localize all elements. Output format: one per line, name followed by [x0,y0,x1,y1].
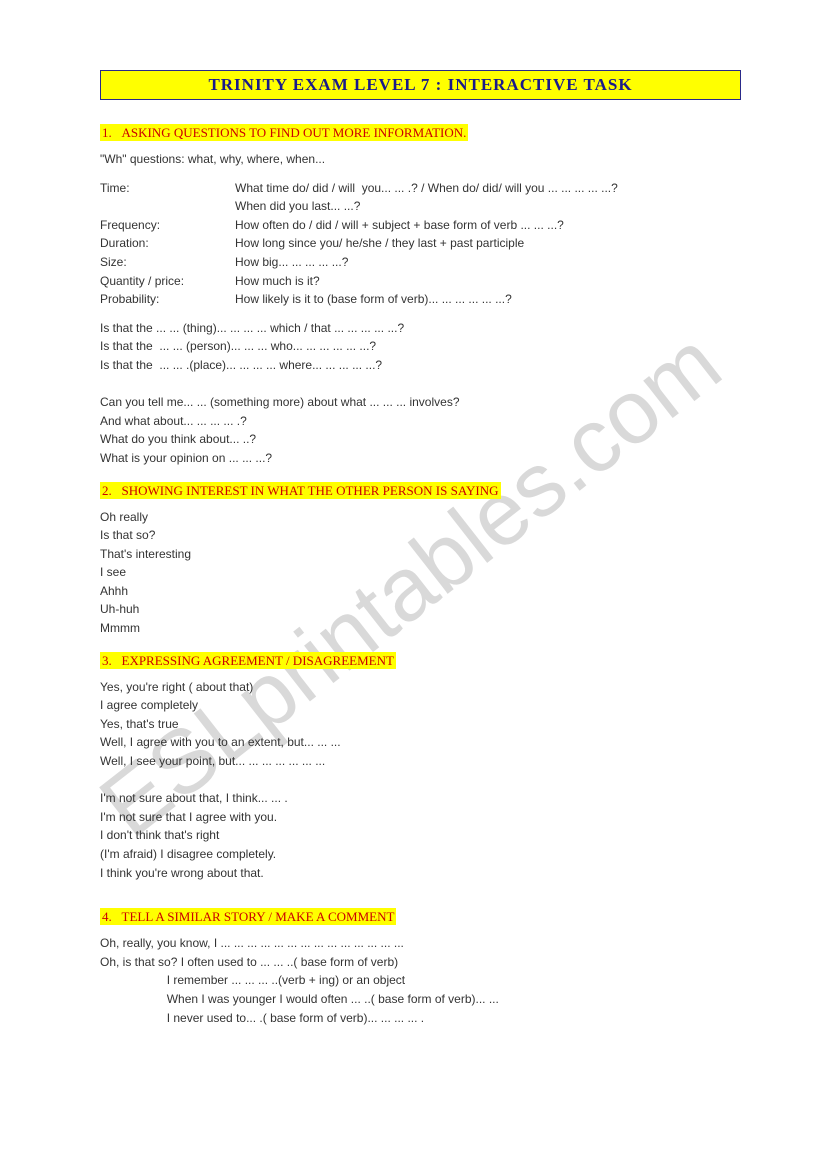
qa-value: How long since you/ he/she / they last +… [235,234,741,253]
section-3-body: Yes, you're right ( about that) I agree … [100,678,741,883]
section-title: TELL A SIMILAR STORY / MAKE A COMMENT [122,909,395,924]
section-3-heading: 3. EXPRESSING AGREEMENT / DISAGREEMENT [100,652,741,670]
qa-row: Quantity / price:How much is it? [100,272,741,291]
qa-row: Size:How big... ... ... ... ...? [100,253,741,272]
section-number: 2. [102,483,112,498]
section-1-intro: "Wh" questions: what, why, where, when..… [100,150,741,169]
section-2-body: Oh really Is that so? That's interesting… [100,508,741,638]
qa-label: Time: [100,179,235,216]
section-number: 3. [102,653,112,668]
qa-value: How much is it? [235,272,741,291]
section-1-heading: 1. ASKING QUESTIONS TO FIND OUT MORE INF… [100,124,741,142]
section-title: EXPRESSING AGREEMENT / DISAGREEMENT [122,653,394,668]
qa-row: Duration:How long since you/ he/she / th… [100,234,741,253]
qa-value: How likely is it to (base form of verb).… [235,290,741,309]
qa-label: Frequency: [100,216,235,235]
qa-row: Probability:How likely is it to (base fo… [100,290,741,309]
qa-label: Probability: [100,290,235,309]
document-page: TRINITY EXAM LEVEL 7 : INTERACTIVE TASK … [0,0,821,1067]
qa-value: How often do / did / will + subject + ba… [235,216,741,235]
section-4-body: Oh, really, you know, I ... ... ... ... … [100,934,741,1027]
section-title: SHOWING INTEREST IN WHAT THE OTHER PERSO… [122,483,499,498]
section-number: 1. [102,125,112,140]
section-1-extra: Is that the ... ... (thing)... ... ... .… [100,319,741,468]
qa-label: Quantity / price: [100,272,235,291]
qa-row: Frequency:How often do / did / will + su… [100,216,741,235]
qa-value: How big... ... ... ... ...? [235,253,741,272]
qa-row: Time:What time do/ did / will you... ...… [100,179,741,216]
section-title: ASKING QUESTIONS TO FIND OUT MORE INFORM… [122,125,467,140]
section-2-heading: 2. SHOWING INTEREST IN WHAT THE OTHER PE… [100,482,741,500]
section-4-heading: 4. TELL A SIMILAR STORY / MAKE A COMMENT [100,908,741,926]
section-number: 4. [102,909,112,924]
qa-label: Duration: [100,234,235,253]
title-box: TRINITY EXAM LEVEL 7 : INTERACTIVE TASK [100,70,741,100]
qa-label: Size: [100,253,235,272]
page-title: TRINITY EXAM LEVEL 7 : INTERACTIVE TASK [208,75,632,94]
qa-value: What time do/ did / will you... ... .? /… [235,179,741,216]
